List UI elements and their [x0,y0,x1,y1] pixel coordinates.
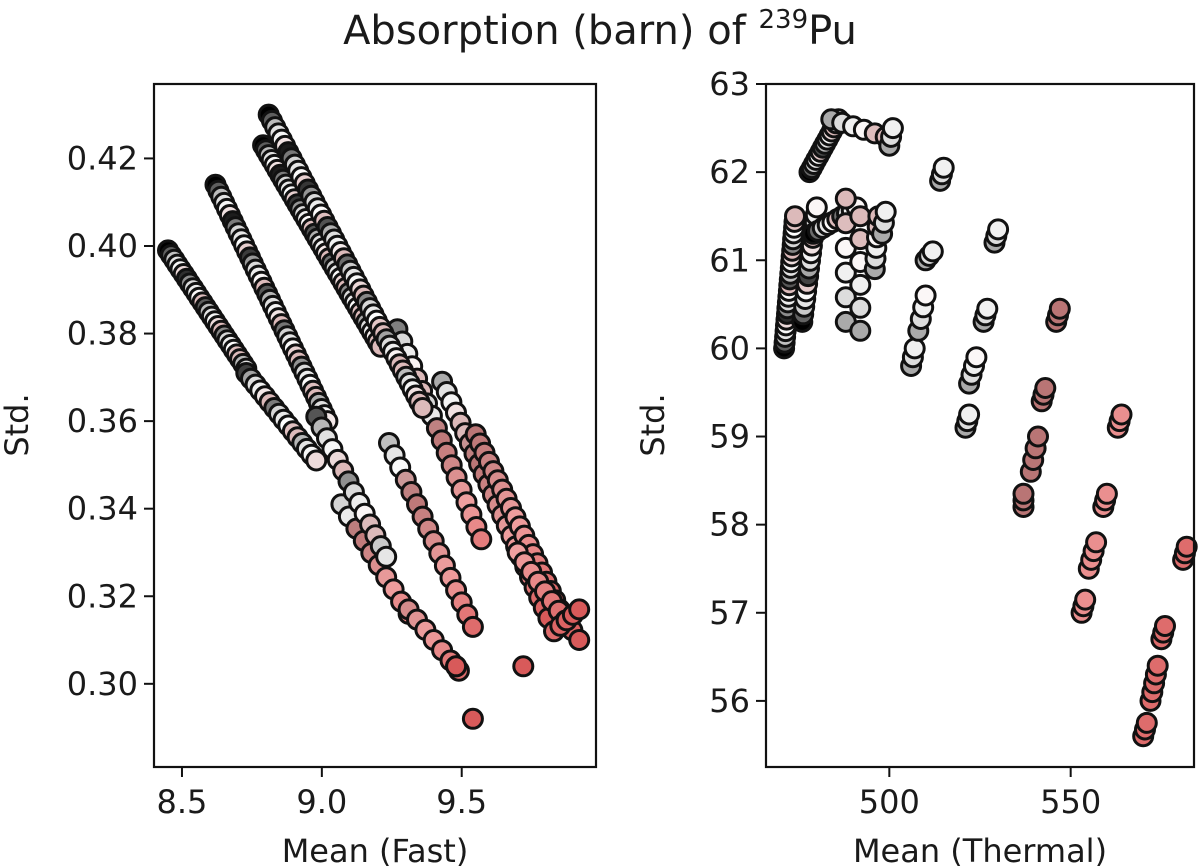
data-point [568,598,591,621]
data-point [470,528,493,551]
x-tick-label: 9.0 [296,783,347,821]
y-axis-label-thermal: Std. [634,393,672,456]
y-tick-label: 56 [709,682,750,720]
x-tick-label: 8.5 [157,783,208,821]
data-point [512,655,535,678]
scatter-points-fast [157,103,591,730]
y-axis-thermal: 56 57 58 59 60 61 62 63 [709,65,766,720]
y-tick-label: 61 [709,241,750,279]
data-point [461,707,484,730]
data-point [849,273,872,296]
y-tick-label: 62 [709,153,750,191]
data-point [834,187,857,210]
x-tick-label: 500 [859,783,920,821]
data-point [1034,377,1057,399]
x-tick-label: 9.5 [436,783,487,821]
data-point [914,284,937,307]
plot-frame-fast [152,82,598,769]
data-point [375,545,398,568]
data-point [305,449,328,472]
x-axis-fast: 8.5 9.0 9.5 [157,767,487,821]
figure-title-superscript: 239 [759,5,809,35]
data-point [921,240,944,263]
x-tick-label: 550 [1040,783,1101,821]
data-point [932,156,955,179]
data-point [1110,403,1133,426]
data-point [849,205,872,228]
y-axis-label-fast: Std. [0,393,36,456]
data-point [1074,588,1097,611]
x-axis-label-thermal: Mean (Thermal) [853,832,1107,868]
y-tick-label: 0.42 [67,139,138,177]
y-tick-label: 0.34 [67,490,138,528]
data-point [568,629,591,651]
data-point [874,200,897,223]
data-point [784,205,806,228]
data-point [1175,535,1198,558]
y-tick-label: 0.30 [67,665,138,703]
y-tick-label: 0.38 [67,315,138,353]
data-point [1048,297,1071,320]
y-tick-label: 59 [709,418,750,456]
y-tick-label: 0.32 [67,577,138,615]
scatter-points-thermal [773,108,1198,748]
data-point [445,655,468,678]
data-point [881,117,904,140]
data-point [834,286,857,309]
data-point [849,296,872,319]
data-point [849,319,872,342]
data-point [1095,482,1118,505]
data-point [1146,654,1169,677]
chart-thermal: 500 550 56 57 58 59 60 61 62 63 Mean (Thermal) S… [634,65,1198,868]
y-tick-label: 0.36 [67,402,138,440]
data-point [1154,615,1176,637]
data-point [1027,425,1049,448]
chart-fast: 8.5 9.0 9.5 0.30 0.32 0.34 0.36 0.38 0.40 0.42 M… [0,82,598,868]
data-point [958,403,981,426]
x-axis-thermal: 500 550 [859,767,1101,821]
data-point [976,297,999,320]
figure-title-main: Absorption (barn) of [343,8,758,54]
y-tick-label: 60 [709,329,750,367]
data-point [987,218,1010,241]
plot-frame-thermal [764,82,1196,769]
y-tick-label: 57 [709,594,750,632]
data-point [903,337,926,360]
data-point [805,196,828,219]
data-point [1135,711,1158,734]
data-point [411,397,434,419]
y-axis-fast: 0.30 0.32 0.34 0.36 0.38 0.40 0.42 [67,139,154,703]
y-tick-label: 0.40 [67,227,138,265]
data-point [1085,531,1108,554]
y-tick-label: 63 [709,65,750,103]
data-point [461,615,484,638]
data-point [1012,482,1035,505]
figure-title-tail: Pu [808,8,857,54]
data-point [965,346,988,369]
y-tick-label: 58 [709,506,750,544]
data-point [834,261,857,284]
x-axis-label-fast: Mean (Fast) [282,832,469,868]
figure-title: Absorption (barn) of 239Pu [343,5,857,54]
